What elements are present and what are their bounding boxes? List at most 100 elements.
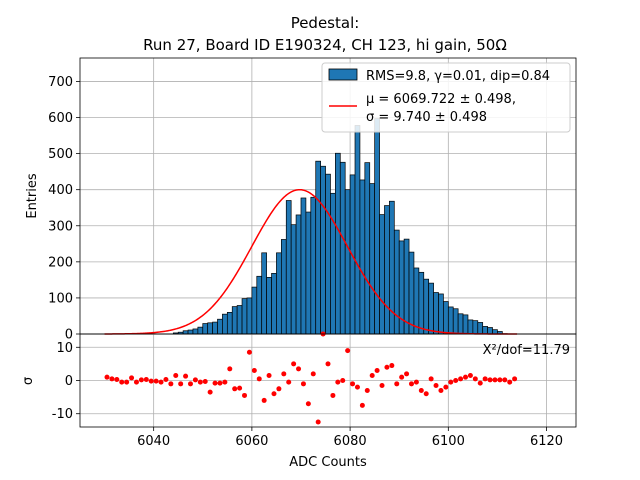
residual-point (379, 382, 385, 388)
residual-point (300, 381, 306, 387)
residual-point (296, 366, 302, 372)
histogram-bar (192, 328, 199, 335)
histogram-bar (389, 200, 395, 335)
residual-point (143, 377, 149, 383)
residual-points (104, 331, 518, 425)
residual-point (197, 379, 203, 385)
residuals-y-tick-label: -10 (52, 407, 73, 422)
histogram-bar (354, 125, 361, 335)
histogram-bar (359, 179, 366, 335)
legend: RMS=9.8, γ=0.01, dip=0.84 μ = 6069.722 ±… (321, 62, 571, 133)
residual-point (467, 373, 473, 379)
histogram-bar (241, 298, 248, 335)
residual-point (345, 348, 351, 354)
residuals-y-tick-label: 0 (65, 374, 73, 389)
histogram-bar (271, 273, 277, 335)
histogram-bar (443, 301, 449, 335)
residual-point (502, 377, 508, 383)
histogram-bar (207, 322, 213, 335)
histogram-bar (212, 321, 218, 335)
residual-point (187, 381, 193, 387)
histogram-bars (104, 118, 518, 335)
residual-point (394, 381, 400, 387)
histogram-bar (256, 275, 263, 335)
residual-point (384, 364, 390, 370)
residual-point (487, 377, 493, 383)
histogram-bar (477, 322, 484, 335)
residual-point (251, 368, 257, 374)
histogram-y-tick-label: 400 (48, 183, 73, 198)
residual-point (286, 379, 292, 385)
residual-point (369, 373, 375, 379)
residual-point (433, 382, 439, 388)
residual-point (389, 363, 395, 369)
histogram-bar (261, 252, 267, 335)
histogram-panel: 0 100 200 300 400 500 600 700 Entries RMS=9.8, … (25, 57, 577, 343)
histogram-bar (251, 286, 258, 335)
residuals-y-label: σ (21, 377, 36, 385)
histogram-bar (246, 297, 253, 335)
residual-point (153, 378, 159, 384)
residual-point (492, 377, 498, 383)
residual-point (472, 376, 478, 382)
residual-point (423, 391, 429, 397)
residual-point (192, 377, 198, 383)
residual-point (266, 373, 272, 379)
residual-point (281, 371, 287, 377)
histogram-bar (418, 271, 425, 335)
residual-point (207, 389, 213, 395)
residual-point (335, 379, 341, 385)
histogram-bar (462, 314, 469, 335)
residual-point (463, 374, 469, 380)
histogram-bar (423, 278, 430, 335)
residual-point (109, 376, 115, 382)
histogram-bar (236, 305, 243, 335)
residual-point (168, 381, 174, 387)
residual-point (404, 371, 410, 377)
histogram-bar (339, 161, 346, 335)
legend-fit-label-line2: σ = 9.740 ± 0.498 (366, 110, 487, 125)
histogram-bar (413, 267, 420, 335)
residuals-x-tick-label: 6080 (334, 434, 367, 449)
histogram-bar (438, 293, 444, 335)
residual-point (173, 373, 179, 379)
histogram-bar (222, 313, 228, 335)
residual-point (232, 386, 238, 392)
histogram-bar (379, 214, 385, 335)
residual-point (418, 387, 424, 393)
histogram-bar (330, 192, 336, 335)
residual-point (104, 374, 110, 380)
residual-point (330, 392, 336, 398)
legend-frame (321, 62, 571, 133)
histogram-bar (305, 211, 312, 335)
residual-point (315, 419, 321, 425)
residual-point (350, 381, 356, 387)
histogram-bar (433, 292, 439, 335)
histogram-bar (344, 189, 351, 335)
histogram-bar (285, 200, 292, 335)
residual-point (114, 377, 120, 383)
histogram-bar (452, 308, 459, 335)
residual-point (148, 378, 154, 384)
residual-point (291, 361, 297, 367)
residual-point (354, 384, 360, 390)
residual-point (477, 380, 483, 386)
residual-point (242, 392, 248, 398)
residual-point (271, 391, 277, 397)
residuals-y-ticks: -10 0 10 (52, 341, 80, 422)
residual-point (482, 376, 488, 382)
residual-point (129, 375, 135, 381)
histogram-y-ticks: 0 100 200 300 400 500 600 700 (48, 75, 80, 343)
residual-point (261, 397, 267, 403)
residual-point (124, 379, 130, 385)
histogram-bar (364, 162, 371, 335)
residual-point (237, 385, 243, 391)
residual-point (325, 361, 331, 367)
residual-point (428, 376, 434, 382)
residual-point (163, 377, 169, 383)
histogram-bar (374, 118, 380, 335)
histogram-bar (325, 173, 331, 335)
histogram-bar (217, 318, 223, 335)
residual-point (310, 371, 316, 377)
